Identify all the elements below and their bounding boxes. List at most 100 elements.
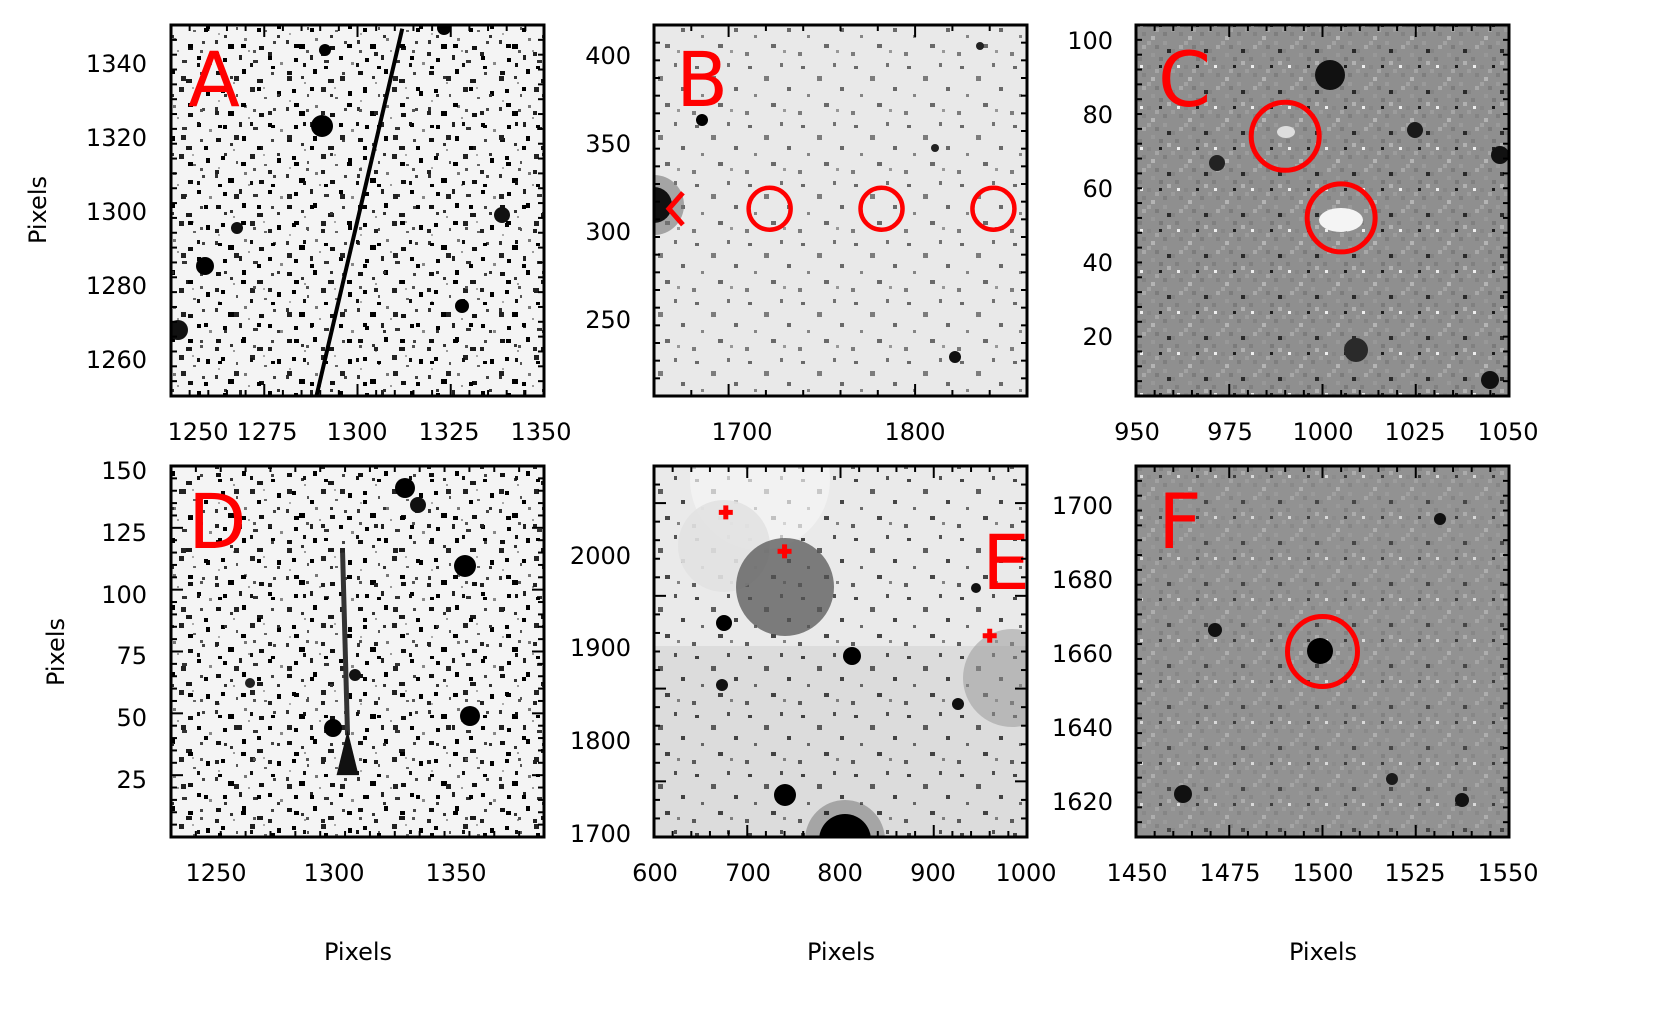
star-blob <box>1407 122 1423 138</box>
red-cross-marker <box>982 628 997 643</box>
star-blob <box>171 320 188 340</box>
star-blob <box>455 299 469 313</box>
panel-label-c: C <box>1158 35 1211 124</box>
tick-marks <box>170 465 545 838</box>
y-tick-label: 1700 <box>1052 492 1113 520</box>
panel-label-d: D <box>188 477 247 566</box>
panel-e: E 600 700 800 900 1000 1700 1800 1900 20… <box>570 464 1057 966</box>
y-tick-label: 125 <box>101 519 147 547</box>
red-cross-marker <box>718 505 733 520</box>
y-tick-label: 2000 <box>570 542 631 570</box>
x-tick-label: 1700 <box>711 418 772 446</box>
star-blob <box>1315 60 1345 90</box>
x-tick-label: 1475 <box>1199 859 1260 887</box>
x-tick-label: 1800 <box>884 418 945 446</box>
star-blob <box>311 115 333 137</box>
y-tick-label: 1620 <box>1052 788 1113 816</box>
panel-f-image <box>1136 466 1509 837</box>
y-tick-label: 100 <box>101 581 147 609</box>
star-blob <box>774 784 796 806</box>
star-blob <box>976 42 984 50</box>
tick-marks <box>653 24 1028 397</box>
panel-label-f: F <box>1158 477 1202 566</box>
star-blob <box>319 44 331 56</box>
star-blob <box>696 114 708 126</box>
y-tick-label: 1320 <box>86 124 147 152</box>
star-blob <box>716 679 728 691</box>
star-blob <box>1434 513 1446 525</box>
star-blob <box>843 647 861 665</box>
x-tick-label: 700 <box>725 859 771 887</box>
x-tick-label: 1350 <box>510 418 571 446</box>
star-blob <box>395 478 415 498</box>
star-blob <box>1481 371 1499 389</box>
red-circle-marker <box>858 185 905 232</box>
x-axis-title: Pixels <box>1289 938 1357 966</box>
star-blob <box>716 615 732 631</box>
x-tick-label: 1275 <box>236 418 297 446</box>
y-tick-label: 1340 <box>86 50 147 78</box>
panel-c: C 950 975 1000 1025 1050 20 40 60 80 100 <box>1067 23 1539 446</box>
x-tick-label: 800 <box>817 859 863 887</box>
y-tick-label: 1680 <box>1052 566 1113 594</box>
red-circle-marker <box>970 185 1017 232</box>
x-tick-label: 1500 <box>1292 859 1353 887</box>
y-tick-label: 1300 <box>86 198 147 226</box>
star-blob <box>410 497 426 513</box>
y-tick-label: 1800 <box>570 727 631 755</box>
y-tick-label: 20 <box>1082 323 1113 351</box>
red-circle-marker <box>1285 614 1360 689</box>
star-blob <box>349 669 361 681</box>
y-tick-label: 1700 <box>570 820 631 848</box>
star-blob <box>1344 338 1368 362</box>
x-axis-title: Pixels <box>324 938 392 966</box>
y-tick-label: 400 <box>585 42 631 70</box>
panel-a-image <box>171 25 544 396</box>
y-tick-label: 25 <box>116 766 147 794</box>
dark-source <box>1307 638 1333 664</box>
y-tick-label: 75 <box>116 642 147 670</box>
panel-label-e: E <box>982 518 1030 607</box>
streak-base <box>336 730 359 776</box>
satellite-streak <box>314 28 405 397</box>
star-blob <box>494 207 510 223</box>
red-arrowhead <box>665 191 685 227</box>
x-tick-label: 1300 <box>326 418 387 446</box>
y-tick-label: 1280 <box>86 272 147 300</box>
y-tick-label: 350 <box>585 130 631 158</box>
satellite-streak <box>340 552 351 736</box>
y-tick-label: 1260 <box>86 346 147 374</box>
star-blob <box>437 25 451 35</box>
y-tick-label: 40 <box>1082 249 1113 277</box>
tick-marks <box>170 24 545 397</box>
x-tick-label: 1300 <box>303 859 364 887</box>
x-tick-label: 1000 <box>1292 418 1353 446</box>
star-blob <box>1208 623 1222 637</box>
star-blob <box>1209 155 1225 171</box>
tick-marks <box>653 465 1028 838</box>
star-blob <box>1455 793 1469 807</box>
x-tick-label: 1325 <box>418 418 479 446</box>
star-blob <box>454 555 476 577</box>
tick-marks <box>1135 24 1510 397</box>
y-tick-label: 300 <box>585 218 631 246</box>
y-axis-title: Pixels <box>42 618 70 686</box>
panel-e-image <box>654 466 1027 837</box>
panel-label-a: A <box>188 35 240 124</box>
x-tick-label: 975 <box>1207 418 1253 446</box>
x-tick-label: 1550 <box>1477 859 1538 887</box>
y-tick-label: 80 <box>1082 101 1113 129</box>
star-blob <box>971 583 981 593</box>
y-tick-label: 150 <box>101 457 147 485</box>
panel-f: F 1450 1475 1500 1525 1550 1620 1640 166… <box>1052 464 1539 966</box>
panel-label-b: B <box>676 35 728 124</box>
y-tick-label: 50 <box>116 704 147 732</box>
red-cross-marker <box>777 544 792 559</box>
y-tick-label: 250 <box>585 306 631 334</box>
x-tick-label: 950 <box>1114 418 1160 446</box>
red-circle-marker <box>746 185 793 232</box>
x-tick-label: 1000 <box>995 859 1056 887</box>
panel-d: D 1250 1300 1350 25 50 75 100 125 150 Pi… <box>42 457 546 966</box>
star-blob <box>1174 785 1192 803</box>
